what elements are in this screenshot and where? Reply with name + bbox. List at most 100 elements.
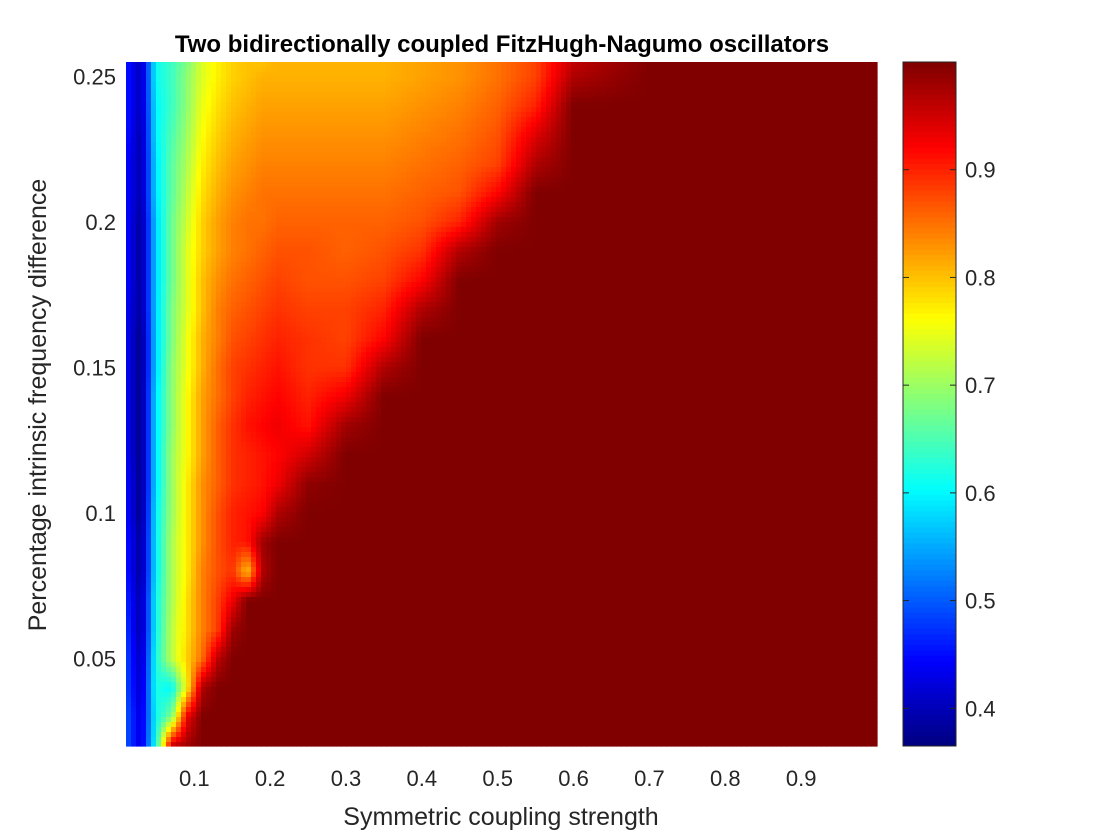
heatmap-cell xyxy=(826,222,832,228)
heatmap-cell xyxy=(756,182,762,188)
heatmap-cell xyxy=(421,132,427,138)
heatmap-cell xyxy=(806,172,812,178)
heatmap-cell xyxy=(566,167,572,173)
heatmap-cell xyxy=(396,157,402,163)
heatmap-cell xyxy=(641,97,647,103)
heatmap-cell xyxy=(336,117,342,123)
heatmap-cell xyxy=(406,122,412,128)
heatmap-cell xyxy=(176,202,182,208)
heatmap-cell xyxy=(351,217,357,223)
heatmap-cell xyxy=(826,112,832,118)
heatmap-cell xyxy=(736,97,742,103)
heatmap-cell xyxy=(606,117,612,123)
heatmap-cell xyxy=(711,202,717,208)
heatmap-cell xyxy=(456,192,462,198)
heatmap-cell xyxy=(471,132,477,138)
heatmap-cell xyxy=(476,117,482,123)
heatmap-cell xyxy=(541,102,547,108)
heatmap-cell xyxy=(491,107,497,113)
heatmap-cell xyxy=(406,112,412,118)
heatmap-cell xyxy=(426,97,432,103)
heatmap-cell xyxy=(846,217,852,223)
heatmap-cell xyxy=(366,92,372,98)
heatmap-cell xyxy=(721,137,727,143)
heatmap-cell xyxy=(571,122,577,128)
heatmap-cell xyxy=(746,127,752,133)
heatmap-cell xyxy=(171,132,177,138)
heatmap-cell xyxy=(816,197,822,203)
heatmap-cell xyxy=(491,127,497,133)
heatmap-cell xyxy=(836,112,842,118)
heatmap-cell xyxy=(236,67,242,73)
heatmap-cell xyxy=(421,107,427,113)
heatmap-cell xyxy=(231,112,237,118)
heatmap-cell xyxy=(676,197,682,203)
heatmap-cell xyxy=(876,77,878,83)
heatmap-cell xyxy=(721,162,727,168)
heatmap-cell xyxy=(646,77,652,83)
heatmap-cell xyxy=(311,167,317,173)
heatmap-cell xyxy=(246,132,252,138)
heatmap-cell xyxy=(781,107,787,113)
heatmap-cell xyxy=(506,122,512,128)
heatmap-cell xyxy=(161,107,167,113)
heatmap-cell xyxy=(786,122,792,128)
heatmap-cell xyxy=(426,117,432,123)
heatmap-cell xyxy=(736,157,742,163)
heatmap-cell xyxy=(351,142,357,148)
heatmap-cell xyxy=(261,217,267,223)
heatmap-cell xyxy=(471,77,477,83)
heatmap-cell xyxy=(841,187,847,193)
heatmap-cell xyxy=(836,177,842,183)
heatmap-cell xyxy=(476,202,482,208)
heatmap-cell xyxy=(266,77,272,83)
heatmap-cell xyxy=(846,212,852,218)
heatmap-cell xyxy=(666,207,672,213)
heatmap-cell xyxy=(521,142,527,148)
heatmap-cell xyxy=(851,82,857,88)
heatmap-cell xyxy=(726,137,732,143)
heatmap-cell xyxy=(716,222,722,228)
heatmap-cell xyxy=(836,67,842,73)
heatmap-cell xyxy=(521,172,527,178)
heatmap-cell xyxy=(636,162,642,168)
heatmap-cell xyxy=(596,112,602,118)
heatmap-cell xyxy=(521,72,527,78)
heatmap-cell xyxy=(671,87,677,93)
heatmap-cell xyxy=(551,182,557,188)
heatmap-cell xyxy=(231,87,237,93)
heatmap-cell xyxy=(136,172,142,178)
heatmap-cell xyxy=(546,157,552,163)
heatmap-cell xyxy=(576,62,582,68)
heatmap-cell xyxy=(431,147,437,153)
heatmap-cell xyxy=(481,97,487,103)
heatmap-cell xyxy=(536,127,542,133)
heatmap-cell xyxy=(186,192,192,198)
heatmap-cell xyxy=(471,92,477,98)
heatmap-cell xyxy=(806,212,812,218)
heatmap-cell xyxy=(786,182,792,188)
heatmap-cell xyxy=(241,102,247,108)
heatmap-cell xyxy=(541,152,547,158)
heatmap-cell xyxy=(411,107,417,113)
heatmap-cell xyxy=(456,82,462,88)
heatmap-cell xyxy=(526,107,532,113)
heatmap-cell xyxy=(241,207,247,213)
heatmap-cell xyxy=(501,217,507,223)
heatmap-cell xyxy=(201,137,207,143)
heatmap-cell xyxy=(451,77,457,83)
heatmap-cell xyxy=(766,177,772,183)
heatmap-cell xyxy=(841,182,847,188)
heatmap-cell xyxy=(801,202,807,208)
heatmap-cell xyxy=(251,217,257,223)
heatmap-cell xyxy=(206,62,212,68)
heatmap-cell xyxy=(586,97,592,103)
heatmap-cell xyxy=(341,62,347,68)
heatmap-cell xyxy=(871,102,877,108)
heatmap-cell xyxy=(721,112,727,118)
heatmap-cell xyxy=(641,122,647,128)
heatmap-cell xyxy=(516,207,522,213)
heatmap-cell xyxy=(416,112,422,118)
heatmap-cell xyxy=(461,67,467,73)
heatmap-cell xyxy=(611,162,617,168)
